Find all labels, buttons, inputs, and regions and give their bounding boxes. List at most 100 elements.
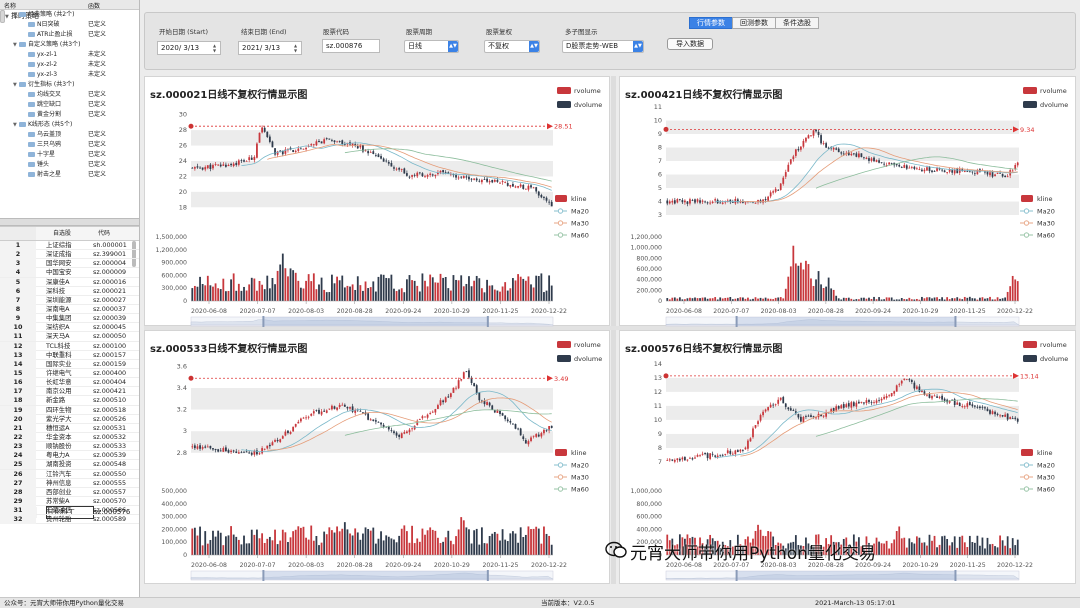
tab-stock-screener[interactable]: 条件选股 <box>775 17 819 29</box>
candle-body <box>956 402 959 405</box>
stock-list-table[interactable]: 自选股 代码 1 上证综指 sh.000001 2 深证成指 sz.399001 3 国华网安… <box>0 226 139 596</box>
table-row[interactable]: 3 国华网安 sz.000004 <box>0 259 139 269</box>
candle-body <box>991 411 994 414</box>
table-row[interactable]: 23 顺钠股份 sz.000533 <box>0 442 139 452</box>
table-row[interactable]: 27 神州信息 sz.000555 <box>0 478 139 488</box>
start-date-stepper[interactable]: ▲ ▼ <box>213 43 217 53</box>
tree-item[interactable]: ▼ K线形态 (共5个) <box>0 120 139 130</box>
tree-item[interactable]: ▼ 衍生指标 (共3个) <box>0 80 139 90</box>
expand-icon[interactable]: ▼ <box>13 122 17 128</box>
candle-body <box>701 200 704 202</box>
candle-body <box>475 385 478 394</box>
table-row[interactable]: 2 深证成指 sz.399001 <box>0 250 139 260</box>
table-row[interactable]: 5 深康佳A sz.000016 <box>0 277 139 287</box>
table-row[interactable]: 28 西部创业 sz.000557 <box>0 487 139 497</box>
max-value-label: 13.14 <box>1020 372 1039 380</box>
left-panel: 名称 函数 ▼择时策略▼经典策略 (共2个)N日突破已定义ATR止盈止损已定义▼… <box>0 0 140 597</box>
table-row[interactable]: 20 紫光学大 sz.000526 <box>0 414 139 424</box>
volume-bar <box>716 299 719 301</box>
candle-body <box>880 162 883 164</box>
candle-body <box>742 450 744 451</box>
table-row[interactable]: 7 深圳能源 sz.000027 <box>0 295 139 305</box>
vertical-splitter[interactable] <box>611 76 616 584</box>
table-row[interactable]: 24 粤电力A sz.000539 <box>0 451 139 461</box>
candle-body <box>784 172 787 177</box>
volume-bar <box>855 299 858 301</box>
end-date-field[interactable]: 2021/ 3/13 ▲ ▼ <box>238 41 302 55</box>
tree-item[interactable]: 跳空缺口 已定义 <box>0 100 139 110</box>
volume-bar <box>328 527 331 555</box>
expand-icon[interactable]: ▼ <box>13 42 17 48</box>
tree-item[interactable]: 十字星 已定义 <box>0 150 139 160</box>
tree-item[interactable]: ATR止盈止损 已定义 <box>0 30 139 40</box>
tree-item[interactable]: 乌云盖顶 已定义 <box>0 130 139 140</box>
adjust-select[interactable]: 不复权 ▲▼ <box>484 40 540 53</box>
display-select[interactable]: D股票走势-WEB ▲▼ <box>562 40 644 53</box>
tree-item[interactable]: ▼ 自定义策略 (共3个) <box>0 40 139 50</box>
volume-bar <box>666 298 669 301</box>
stock-name: 上证综指 <box>46 241 72 249</box>
table-row[interactable]: 18 新金路 sz.000510 <box>0 396 139 406</box>
candle-body <box>666 460 669 461</box>
tab-backtest-params[interactable]: 回测参数 <box>732 17 776 29</box>
table-row[interactable]: 14 国际实业 sz.000159 <box>0 359 139 369</box>
tab-market-params[interactable]: 行情参数 <box>689 17 733 29</box>
expand-icon[interactable]: ▼ <box>5 14 9 20</box>
candle-body <box>462 176 465 179</box>
tree-item[interactable]: yx-zl-2 未定义 <box>0 60 139 70</box>
volume-bar <box>318 284 320 301</box>
table-row[interactable]: 29 苏常柴A sz.000570 <box>0 496 139 507</box>
expand-icon[interactable]: ▼ <box>13 12 17 18</box>
import-data-button[interactable]: 导入数据 <box>667 38 713 50</box>
table-row[interactable]: 26 江铃汽车 sz.000550 <box>0 469 139 479</box>
volume-bar <box>691 298 694 301</box>
table-row[interactable]: 15 许继电气 sz.000400 <box>0 368 139 379</box>
start-date-field[interactable]: 2020/ 3/13 ▲ ▼ <box>157 41 221 55</box>
volume-bar <box>981 537 984 555</box>
stock-code-input[interactable]: sz.000876 <box>322 39 380 53</box>
tree-item[interactable]: yx-zl-3 未定义 <box>0 70 139 80</box>
row-index: 25 <box>0 460 36 470</box>
volume-bar <box>941 536 943 555</box>
table-row[interactable]: 6 深科技 sz.000021 <box>0 286 139 296</box>
volume-bar <box>331 530 333 555</box>
strategy-tree[interactable]: ▼择时策略▼经典策略 (共2个)N日突破已定义ATR止盈止损已定义▼自定义策略 … <box>0 10 139 218</box>
table-row[interactable]: 9 中集集团 sz.000039 <box>0 314 139 324</box>
tree-item[interactable]: yx-zl-1 未定义 <box>0 50 139 60</box>
horizontal-splitter[interactable] <box>144 326 1076 330</box>
volume-bar <box>393 288 395 301</box>
end-date-stepper[interactable]: ▲ ▼ <box>294 43 298 53</box>
tree-item[interactable]: 锤头 已定义 <box>0 160 139 170</box>
table-row[interactable]: 13 中联重科 sz.000157 <box>0 350 139 360</box>
table-row[interactable]: 10 深纺织A sz.000045 <box>0 323 139 333</box>
expand-icon[interactable]: ▼ <box>13 82 17 88</box>
table-row[interactable]: 21 穗恒运A sz.000531 <box>0 423 139 433</box>
tree-item[interactable]: 射击之星 已定义 <box>0 170 139 180</box>
table-row[interactable]: 16 长虹华意 sz.000404 <box>0 378 139 388</box>
table-row[interactable]: 8 深南电A sz.000037 <box>0 304 139 315</box>
volume-bar <box>462 286 465 301</box>
stock-list-scrollbar[interactable] <box>132 241 136 267</box>
row-index: 6 <box>0 286 36 296</box>
table-row[interactable]: 22 华金资本 sz.000532 <box>0 432 139 443</box>
tree-item[interactable]: ▼ 经典策略 (共2个) <box>0 10 139 20</box>
table-row[interactable]: 17 南京公用 sz.000421 <box>0 387 139 397</box>
table-row[interactable]: 4 中国宝安 sz.000009 <box>0 268 139 278</box>
table-row[interactable]: 19 四环生物 sz.000518 <box>0 405 139 415</box>
table-row[interactable]: 25 湖南投资 sz.000548 <box>0 460 139 470</box>
table-row[interactable]: 11 深天马A sz.000050 <box>0 332 139 342</box>
tree-item[interactable]: 均线交叉 已定义 <box>0 90 139 100</box>
tree-item[interactable]: 三只乌鸦 已定义 <box>0 140 139 150</box>
table-row[interactable]: 31 汇源通信 sz.000586 <box>0 506 139 516</box>
candle-body <box>1006 413 1009 420</box>
table-row[interactable]: 32 贵州轮胎 sz.000589 <box>0 515 139 525</box>
max-value-label: 28.51 <box>554 123 573 131</box>
tree-item[interactable]: 黄金分割 已定义 <box>0 110 139 120</box>
left-splitter[interactable] <box>0 218 139 226</box>
table-row[interactable]: 1 上证综指 sh.000001 <box>0 241 139 251</box>
period-select[interactable]: 日线 ▲▼ <box>404 40 459 53</box>
tree-item[interactable]: N日突破 已定义 <box>0 20 139 30</box>
table-row[interactable]: 12 TCL科技 sz.000100 <box>0 341 139 351</box>
candle-body <box>966 171 969 173</box>
